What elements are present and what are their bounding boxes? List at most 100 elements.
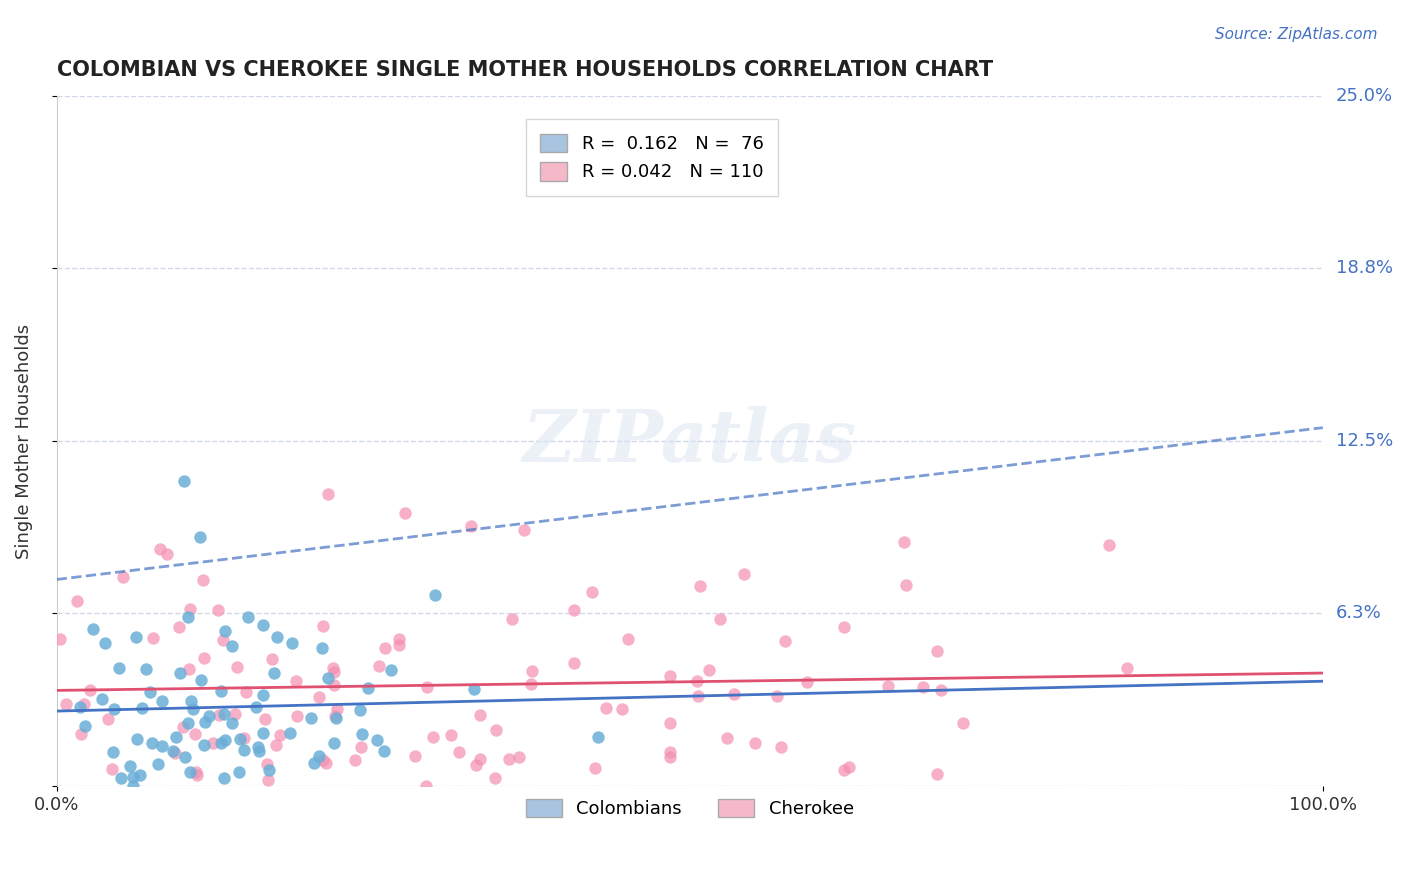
Text: ZIPatlas: ZIPatlas [523, 406, 856, 477]
Point [416, 681, 439, 695]
Point [388, 638, 411, 652]
Point [165, 731, 187, 745]
Point [312, 619, 335, 633]
Point [198, 709, 221, 723]
Point [484, 771, 506, 785]
Point [388, 632, 411, 646]
Point [894, 578, 917, 592]
Point [111, 570, 134, 584]
Point [877, 679, 900, 693]
Point [285, 708, 308, 723]
Point [278, 726, 301, 740]
Point [107, 661, 129, 675]
Point [422, 731, 444, 745]
Point [485, 723, 508, 738]
Point [263, 665, 285, 680]
Point [209, 736, 232, 750]
Point [769, 740, 792, 755]
Point [167, 620, 190, 634]
Point [765, 689, 787, 703]
Point [312, 753, 335, 767]
Text: 12.5%: 12.5% [1336, 433, 1393, 450]
Point [658, 716, 681, 731]
Point [709, 612, 731, 626]
Point [208, 707, 231, 722]
Point [773, 633, 796, 648]
Point [617, 632, 640, 647]
Point [311, 641, 333, 656]
Point [252, 726, 274, 740]
Point [344, 754, 367, 768]
Point [366, 733, 388, 747]
Point [79, 683, 101, 698]
Point [659, 749, 682, 764]
Point [141, 735, 163, 749]
Point [269, 729, 291, 743]
Point [235, 684, 257, 698]
Point [832, 620, 855, 634]
Point [193, 651, 215, 665]
Point [1098, 538, 1121, 552]
Point [460, 519, 482, 533]
Point [193, 714, 215, 729]
Text: 25.0%: 25.0% [1336, 87, 1392, 105]
Point [322, 661, 344, 675]
Point [686, 689, 709, 703]
Point [232, 731, 254, 745]
Point [658, 669, 681, 683]
Point [186, 765, 208, 780]
Point [1116, 661, 1139, 675]
Point [180, 694, 202, 708]
Point [468, 752, 491, 766]
Text: 6.3%: 6.3% [1336, 604, 1381, 622]
Point [131, 700, 153, 714]
Point [152, 739, 174, 753]
Point [394, 506, 416, 520]
Point [281, 636, 304, 650]
Point [156, 547, 179, 561]
Point [583, 761, 606, 775]
Point [174, 750, 197, 764]
Point [193, 738, 215, 752]
Point [285, 674, 308, 689]
Point [163, 746, 186, 760]
Y-axis label: Single Mother Households: Single Mother Households [15, 324, 32, 559]
Point [118, 759, 141, 773]
Point [595, 701, 617, 715]
Point [513, 523, 536, 537]
Point [323, 708, 346, 723]
Point [262, 651, 284, 665]
Point [169, 665, 191, 680]
Point [308, 690, 330, 705]
Point [349, 703, 371, 717]
Point [447, 745, 470, 759]
Point [252, 688, 274, 702]
Point [380, 663, 402, 677]
Point [912, 680, 935, 694]
Point [125, 631, 148, 645]
Point [723, 687, 745, 701]
Point [733, 566, 755, 581]
Point [927, 766, 949, 780]
Point [173, 475, 195, 489]
Point [148, 757, 170, 772]
Point [232, 743, 254, 757]
Point [308, 749, 330, 764]
Point [465, 758, 488, 772]
Point [256, 756, 278, 771]
Point [685, 673, 707, 688]
Point [103, 701, 125, 715]
Point [357, 681, 380, 695]
Point [75, 719, 97, 733]
Point [925, 643, 948, 657]
Point [253, 712, 276, 726]
Point [66, 593, 89, 607]
Point [264, 738, 287, 752]
Point [315, 756, 337, 770]
Point [96, 712, 118, 726]
Point [498, 751, 520, 765]
Point [172, 720, 194, 734]
Text: COLOMBIAN VS CHEROKEE SINGLE MOTHER HOUSEHOLDS CORRELATION CHART: COLOMBIAN VS CHEROKEE SINGLE MOTHER HOUS… [56, 60, 993, 79]
Point [179, 765, 201, 780]
Point [299, 711, 322, 725]
